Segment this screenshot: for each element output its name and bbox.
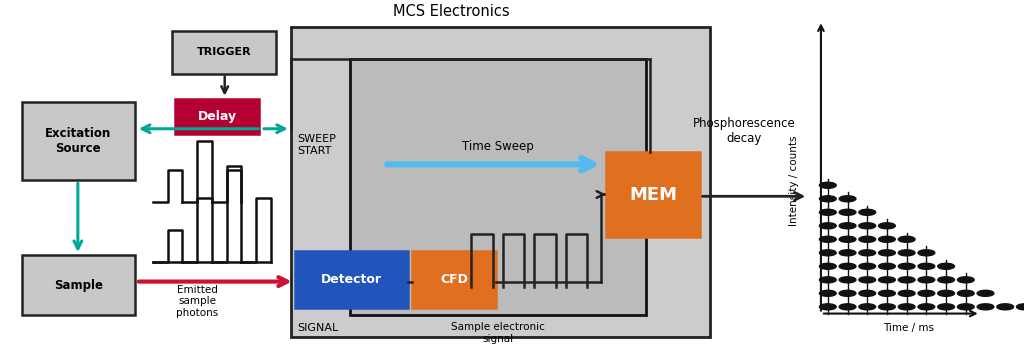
- Text: TRIGGER: TRIGGER: [197, 47, 252, 57]
- Circle shape: [859, 277, 876, 283]
- Circle shape: [819, 304, 837, 310]
- Text: Sample electronic
signal: Sample electronic signal: [451, 322, 545, 344]
- Circle shape: [819, 277, 837, 283]
- Circle shape: [977, 304, 994, 310]
- Circle shape: [938, 290, 954, 296]
- Circle shape: [918, 250, 935, 256]
- Circle shape: [859, 304, 876, 310]
- Circle shape: [839, 277, 856, 283]
- Circle shape: [859, 236, 876, 242]
- Text: MCS Electronics: MCS Electronics: [392, 4, 509, 19]
- Text: Excitation
Source: Excitation Source: [45, 127, 112, 155]
- Circle shape: [819, 209, 837, 215]
- Circle shape: [879, 250, 895, 256]
- Circle shape: [938, 277, 954, 283]
- Circle shape: [898, 304, 915, 310]
- Circle shape: [879, 277, 895, 283]
- Circle shape: [859, 250, 876, 256]
- Circle shape: [996, 304, 1014, 310]
- Circle shape: [839, 263, 856, 269]
- Bar: [295, 251, 408, 308]
- Text: SIGNAL: SIGNAL: [298, 323, 339, 333]
- Circle shape: [819, 236, 837, 242]
- Circle shape: [859, 209, 876, 215]
- Circle shape: [898, 250, 915, 256]
- Bar: [350, 59, 645, 315]
- Circle shape: [839, 236, 856, 242]
- Circle shape: [819, 182, 837, 188]
- Circle shape: [819, 290, 837, 296]
- Circle shape: [879, 263, 895, 269]
- Circle shape: [839, 304, 856, 310]
- Text: Sample: Sample: [54, 279, 102, 292]
- Text: Time Sweep: Time Sweep: [462, 140, 534, 153]
- Circle shape: [957, 304, 974, 310]
- Circle shape: [918, 304, 935, 310]
- Circle shape: [839, 290, 856, 296]
- Circle shape: [977, 290, 994, 296]
- Circle shape: [839, 196, 856, 202]
- Text: MEM: MEM: [629, 185, 677, 203]
- Circle shape: [898, 236, 915, 242]
- Circle shape: [879, 236, 895, 242]
- Circle shape: [879, 304, 895, 310]
- Circle shape: [879, 290, 895, 296]
- Bar: [412, 251, 496, 308]
- Text: SWEEP
START: SWEEP START: [298, 134, 337, 156]
- Circle shape: [957, 290, 974, 296]
- Text: Intensity / counts: Intensity / counts: [790, 135, 800, 226]
- Circle shape: [859, 263, 876, 269]
- Circle shape: [938, 304, 954, 310]
- Circle shape: [839, 250, 856, 256]
- Text: Time / ms: Time / ms: [883, 323, 934, 333]
- Circle shape: [839, 223, 856, 229]
- Bar: [22, 255, 135, 315]
- Circle shape: [918, 290, 935, 296]
- Circle shape: [918, 263, 935, 269]
- Text: Emitted
sample
photons: Emitted sample photons: [176, 285, 218, 318]
- Bar: [172, 31, 275, 74]
- Circle shape: [1017, 304, 1024, 310]
- Text: Delay: Delay: [198, 110, 237, 123]
- Bar: [22, 102, 135, 180]
- Circle shape: [898, 263, 915, 269]
- Circle shape: [957, 277, 974, 283]
- Circle shape: [819, 223, 837, 229]
- Circle shape: [819, 250, 837, 256]
- Circle shape: [819, 263, 837, 269]
- Circle shape: [918, 277, 935, 283]
- Circle shape: [859, 290, 876, 296]
- Bar: [291, 28, 710, 337]
- Bar: [175, 98, 259, 134]
- Circle shape: [898, 290, 915, 296]
- Text: CFD: CFD: [440, 273, 468, 286]
- Circle shape: [898, 277, 915, 283]
- Circle shape: [819, 196, 837, 202]
- Circle shape: [879, 223, 895, 229]
- Circle shape: [839, 209, 856, 215]
- Circle shape: [938, 263, 954, 269]
- Text: Phosphorescence
decay: Phosphorescence decay: [692, 117, 796, 145]
- Text: Detector: Detector: [321, 273, 382, 286]
- Bar: [606, 152, 699, 237]
- Circle shape: [859, 223, 876, 229]
